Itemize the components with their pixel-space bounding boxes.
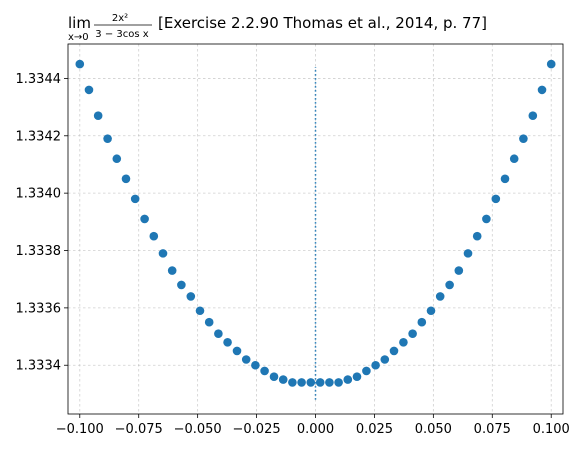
data-point <box>380 355 390 364</box>
data-point <box>352 372 362 382</box>
data-point <box>204 317 214 327</box>
data-point <box>269 372 279 382</box>
data-point <box>435 292 445 301</box>
data-point <box>528 111 538 121</box>
data-point <box>482 214 491 224</box>
data-point <box>223 337 232 347</box>
y-tick-label: 1.3344 <box>16 72 62 87</box>
data-point <box>537 85 547 95</box>
data-point <box>509 154 519 164</box>
x-axis-ticks: −0.100 −0.075 −0.050 −0.025 0.000 0.025 0.050 0… <box>56 414 570 437</box>
title-numerator: 2x² <box>112 13 128 24</box>
data-point <box>251 360 260 370</box>
data-point <box>519 134 528 143</box>
y-tick-label: 1.3336 <box>16 301 62 316</box>
data-point <box>399 337 408 347</box>
data-point <box>214 329 223 338</box>
x-tick-label: 0.000 <box>297 422 334 437</box>
x-tick-label: −0.050 <box>174 422 222 437</box>
data-point <box>288 378 297 387</box>
data-point <box>546 59 556 69</box>
data-point <box>75 59 85 69</box>
data-point <box>472 231 482 241</box>
data-point <box>371 360 380 370</box>
y-tick-label: 1.3334 <box>16 359 62 374</box>
title-denominator: 3 − 3cos x <box>95 29 148 40</box>
data-point <box>130 194 140 204</box>
data-point <box>112 154 122 164</box>
chart-title: lim x→0 2x² 3 − 3cos x [Exercise 2.2.90 … <box>68 13 487 43</box>
data-point <box>149 231 159 241</box>
data-point <box>297 378 306 387</box>
x-tick-label: 0.100 <box>533 422 570 437</box>
data-point <box>343 375 353 384</box>
data-point <box>389 346 399 356</box>
data-point <box>195 306 205 316</box>
data-point <box>315 378 325 387</box>
data-point <box>408 329 417 338</box>
data-point <box>186 292 196 301</box>
x-tick-label: −0.025 <box>233 422 281 437</box>
title-text: [Exercise 2.2.90 Thomas et al., 2014, p.… <box>158 14 487 32</box>
data-points <box>75 59 556 387</box>
data-point <box>140 214 149 224</box>
data-point <box>278 375 288 384</box>
data-point <box>121 174 131 184</box>
data-point <box>232 346 242 356</box>
data-point <box>445 280 454 290</box>
x-tick-label: 0.025 <box>356 422 393 437</box>
data-point <box>103 134 112 143</box>
data-point <box>167 266 177 275</box>
y-axis-ticks: 1.3334 1.3336 1.3338 1.3340 1.3342 1.3344 <box>16 72 68 374</box>
data-point <box>500 174 510 184</box>
x-tick-label: 0.050 <box>415 422 452 437</box>
data-point <box>241 355 251 364</box>
data-point <box>417 317 427 327</box>
x-tick-label: −0.100 <box>56 422 104 437</box>
data-point <box>306 378 316 387</box>
y-tick-label: 1.3342 <box>16 129 62 144</box>
data-point <box>93 111 103 121</box>
y-tick-label: 1.3340 <box>16 187 62 202</box>
data-point <box>158 249 168 258</box>
y-tick-label: 1.3338 <box>16 244 62 259</box>
data-point <box>426 306 436 316</box>
data-point <box>84 85 94 95</box>
data-point <box>454 266 464 275</box>
data-point <box>260 366 269 376</box>
title-lim: lim <box>68 14 91 32</box>
data-point <box>325 378 334 387</box>
data-point <box>362 366 371 376</box>
data-point <box>334 378 343 387</box>
x-tick-label: −0.075 <box>115 422 163 437</box>
x-tick-label: 0.075 <box>474 422 511 437</box>
data-point <box>177 280 186 290</box>
data-point <box>463 249 473 258</box>
title-limit-subscript: x→0 <box>68 32 89 43</box>
data-point <box>491 194 501 204</box>
